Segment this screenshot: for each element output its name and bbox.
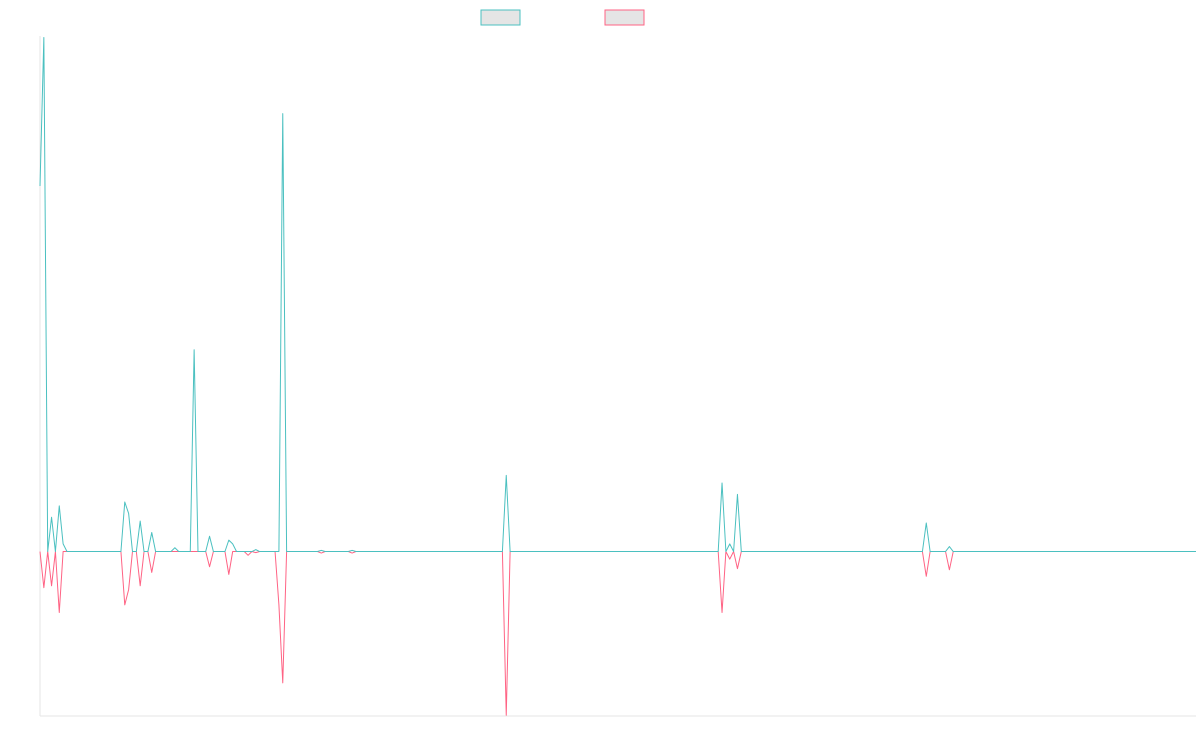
chart-axes [39, 36, 1196, 717]
series-line-1 [39, 37, 1196, 553]
chart-legend [480, 9, 645, 26]
series-line-2 [39, 551, 1196, 716]
legend-swatch-series-1[interactable] [480, 9, 521, 26]
plot-area [39, 37, 1196, 716]
legend-swatch-series-2[interactable] [604, 9, 645, 26]
